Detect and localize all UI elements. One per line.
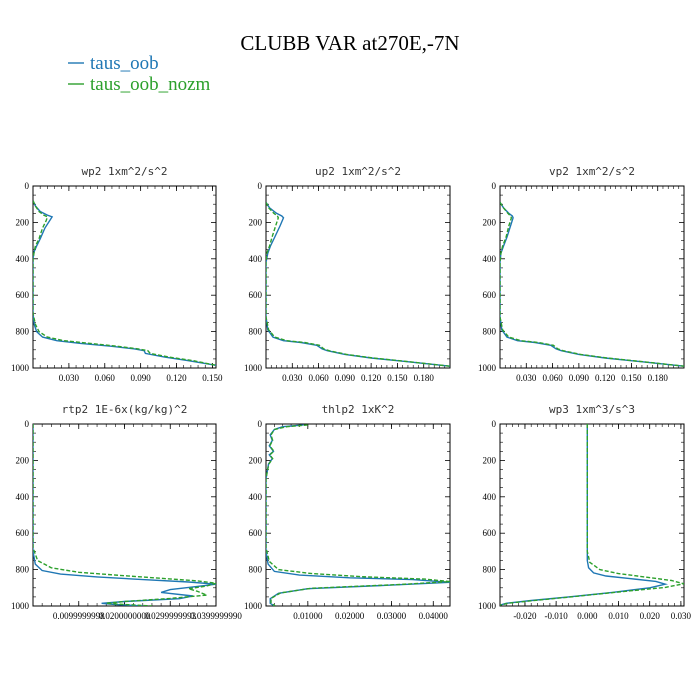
panel-title: wp2 1xm^2/s^2: [81, 165, 167, 178]
panel-2: vp2 1xm^2/s^2 0 200 400 600 800 1000 0.030 0.060…: [478, 165, 685, 383]
x-tick-label: 0.030: [671, 611, 692, 621]
y-tick-label: 400: [249, 254, 263, 264]
panels: wp2 1xm^2/s^2 0 200 400 600 800 1000 0.030 0.060…: [11, 165, 692, 621]
y-tick-label: 800: [16, 565, 30, 575]
y-tick-label: 600: [249, 528, 263, 538]
plot-frame: [499, 185, 685, 369]
series-line-taus-oob-nozm: [266, 202, 450, 367]
x-tick-label: 0.180: [648, 373, 669, 383]
y-tick-label: 1000: [478, 363, 497, 373]
x-tick-label: 0.020: [640, 611, 661, 621]
x-tick-label: 0.060: [542, 373, 563, 383]
y-tick-label: 400: [16, 492, 30, 502]
y-tick-label: 0: [258, 419, 263, 429]
x-tick-label: -0.010: [545, 611, 569, 621]
x-tick-label: 0.010: [608, 611, 629, 621]
y-tick-label: 600: [16, 528, 30, 538]
series-line-taus-oob-nozm: [266, 424, 450, 606]
y-tick-label: 800: [249, 565, 263, 575]
legend-label-taus-oob-nozm: taus_oob_nozm: [90, 74, 211, 95]
y-tick-label: 200: [16, 217, 30, 227]
y-tick-label: 400: [249, 492, 263, 502]
x-tick-label: 0.03000: [377, 611, 407, 621]
panel-title: thlp2 1xK^2: [322, 403, 395, 416]
panel-title: wp3 1xm^3/s^3: [549, 403, 635, 416]
x-tick-label: 0.0200000000: [99, 611, 151, 621]
y-tick-label: 1000: [244, 363, 263, 373]
x-tick-label: 0.060: [308, 373, 329, 383]
x-tick-label: 0.150: [202, 373, 223, 383]
x-tick-label: -0.020: [513, 611, 537, 621]
y-tick-label: 400: [483, 254, 497, 264]
x-tick-label: 0.0299999993: [144, 611, 196, 621]
x-tick-label: 0.060: [95, 373, 116, 383]
x-tick-label: 0.090: [569, 373, 590, 383]
y-tick-label: 600: [483, 528, 497, 538]
x-tick-label: 0.150: [621, 373, 642, 383]
y-tick-label: 0: [492, 419, 497, 429]
legend: taus_oob taus_oob_nozm: [68, 53, 211, 95]
x-tick-label: 0.0099999998: [53, 611, 105, 621]
y-tick-label: 600: [483, 290, 497, 300]
legend-label-taus-oob: taus_oob: [90, 53, 159, 74]
series-line-taus-oob: [33, 424, 216, 606]
panel-title: rtp2 1E-6x(kg/kg)^2: [62, 403, 188, 416]
panel-1: up2 1xm^2/s^2 0 200 400 600 800 1000 0.030 0.060…: [244, 165, 451, 383]
x-tick-label: 0.030: [282, 373, 303, 383]
x-tick-label: 0.04000: [419, 611, 449, 621]
y-tick-label: 400: [16, 254, 30, 264]
y-tick-label: 800: [483, 565, 497, 575]
y-tick-label: 800: [249, 327, 263, 337]
y-tick-label: 0: [258, 181, 263, 191]
panel-5: wp3 1xm^3/s^3 0 200 400 600 800 1000 -0.020 -0.0…: [478, 403, 692, 621]
x-tick-label: 0.02000: [335, 611, 365, 621]
series-line-taus-oob-nozm: [500, 424, 684, 606]
y-tick-label: 200: [16, 455, 30, 465]
x-tick-label: 0.0399999990: [190, 611, 242, 621]
y-tick-label: 800: [483, 327, 497, 337]
panel-3: rtp2 1E-6x(kg/kg)^2 0 200 400 600 800 1000 0.00…: [11, 403, 242, 621]
y-tick-label: 600: [16, 290, 30, 300]
x-tick-label: 0.090: [131, 373, 152, 383]
series-line-taus-oob-nozm: [500, 202, 684, 367]
series-line-taus-oob-nozm: [33, 200, 216, 366]
y-tick-label: 0: [25, 419, 30, 429]
y-tick-label: 1000: [244, 601, 263, 611]
plot-frame: [499, 423, 685, 607]
panel-title: up2 1xm^2/s^2: [315, 165, 401, 178]
x-tick-label: 0.180: [414, 373, 435, 383]
y-tick-label: 400: [483, 492, 497, 502]
x-tick-label: 0.120: [595, 373, 616, 383]
x-tick-label: 0.01000: [293, 611, 323, 621]
y-tick-label: 800: [16, 327, 30, 337]
x-tick-label: 0.030: [516, 373, 537, 383]
y-tick-label: 200: [249, 217, 263, 227]
y-tick-label: 200: [483, 455, 497, 465]
y-tick-label: 1000: [11, 363, 30, 373]
y-tick-label: 200: [249, 455, 263, 465]
y-tick-label: 0: [25, 181, 30, 191]
x-tick-label: 0.090: [335, 373, 356, 383]
y-tick-label: 1000: [11, 601, 30, 611]
panel-0: wp2 1xm^2/s^2 0 200 400 600 800 1000 0.030 0.060…: [11, 165, 223, 383]
x-tick-label: 0.120: [361, 373, 382, 383]
y-tick-label: 200: [483, 217, 497, 227]
series-line-taus-oob: [500, 424, 669, 606]
panel-title: vp2 1xm^2/s^2: [549, 165, 635, 178]
x-tick-label: 0.150: [387, 373, 408, 383]
series-line-taus-oob-nozm: [33, 424, 216, 606]
figure-title: CLUBB VAR at270E,-7N: [240, 31, 459, 55]
x-tick-label: 0.030: [59, 373, 80, 383]
y-tick-label: 0: [492, 181, 497, 191]
panel-4: thlp2 1xK^2 0 200 400 600 800 1000 0.01000 0.020…: [244, 403, 451, 621]
y-tick-label: 600: [249, 290, 263, 300]
y-tick-label: 1000: [478, 601, 497, 611]
x-tick-label: 0.120: [166, 373, 187, 383]
x-tick-label: 0.000: [577, 611, 598, 621]
